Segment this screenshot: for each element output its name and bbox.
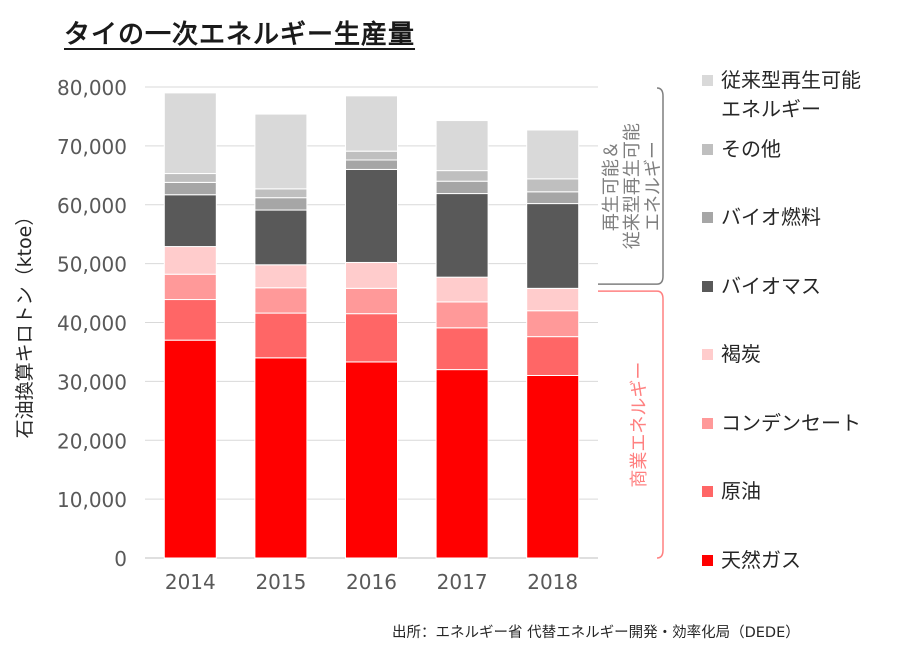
bar-segment	[254, 312, 308, 359]
y-tick-label: 30,000	[57, 370, 127, 394]
bar-segment	[163, 92, 217, 175]
legend-swatch	[702, 212, 713, 223]
bar-segment	[345, 261, 398, 289]
bar-segment	[526, 336, 580, 376]
bar-segment	[435, 120, 489, 172]
bar-segment	[435, 301, 489, 329]
source-note: 出所：エネルギー省 代替エネルギー開発・効率化局（DEDE）	[392, 625, 800, 641]
bar-segment	[163, 181, 217, 196]
legend-item: 従来型再生可能 エネルギー	[702, 66, 861, 124]
legend-label: バイオ燃料	[721, 205, 821, 229]
commercial-bracket	[656, 290, 664, 559]
legend-swatch	[702, 555, 713, 566]
bar-segment	[345, 150, 398, 161]
bar-segment	[526, 287, 580, 312]
y-tick-label: 50,000	[57, 253, 127, 277]
legend-swatch	[702, 281, 713, 292]
bar-segment	[163, 194, 217, 248]
annotation-renewable: 再生可能＆従来型再生可能エネルギー	[601, 123, 664, 249]
bar-segment	[345, 313, 398, 363]
y-tick-label: 70,000	[57, 135, 127, 159]
y-axis-label: 石油換算キロトン（ktoe）	[14, 207, 36, 439]
bar-segment	[435, 327, 489, 371]
bar-segment	[345, 287, 398, 315]
bar-segment	[163, 173, 217, 183]
bar-segment	[435, 193, 489, 278]
bar-segment	[163, 273, 217, 301]
legend-item: 褐炭	[702, 340, 761, 369]
legend-label: 褐炭	[721, 342, 761, 366]
bar-segment	[254, 113, 308, 190]
x-tick-label: 2014	[165, 570, 216, 594]
legend-item: 原油	[702, 477, 761, 506]
bar-segment	[435, 180, 489, 195]
bar-segment	[163, 299, 217, 341]
annotation-commercial: 商業エネルギー	[629, 362, 650, 488]
bar-segment	[163, 339, 217, 559]
bar-segment	[526, 129, 580, 180]
bar-segment	[345, 361, 398, 559]
x-tick-label: 2016	[346, 570, 397, 594]
bar-segment	[254, 264, 308, 289]
bar-segment	[526, 191, 580, 205]
bar-segment	[254, 209, 308, 266]
bar-segment	[526, 310, 580, 338]
legend-label: 原油	[721, 479, 761, 503]
y-tick-label: 10,000	[57, 488, 127, 512]
legend-swatch	[702, 75, 713, 86]
bar-segment	[163, 246, 217, 275]
bar-segment	[345, 159, 398, 170]
chart-title: タイの一次エネルギー生産量	[64, 20, 416, 50]
legend-item: コンデンセート	[702, 409, 861, 438]
bar-segment	[526, 178, 580, 193]
bar-segment	[435, 276, 489, 303]
x-tick-label: 2017	[437, 570, 488, 594]
bar-segment	[526, 203, 580, 289]
bar-segment	[254, 287, 308, 314]
legend-label: その他	[721, 137, 781, 161]
bar-segment	[435, 170, 489, 182]
legend-swatch	[702, 486, 713, 497]
bar-segment	[254, 188, 308, 199]
x-tick-label: 2018	[527, 570, 578, 594]
legend-swatch	[702, 349, 713, 360]
legend-item: バイオマス	[702, 272, 821, 301]
legend-item: バイオ燃料	[702, 203, 821, 232]
legend-label: 従来型再生可能 エネルギー	[721, 68, 861, 121]
bar-segment	[345, 95, 398, 152]
y-tick-label: 40,000	[57, 312, 127, 336]
renewable-bracket	[656, 87, 664, 285]
y-tick-label: 80,000	[57, 76, 127, 100]
x-tick-label: 2015	[255, 570, 306, 594]
bar-segment	[254, 197, 308, 211]
legend-swatch	[702, 144, 713, 155]
legend-swatch	[702, 418, 713, 429]
legend-item: その他	[702, 135, 781, 164]
legend-label: コンデンセート	[721, 411, 861, 435]
y-tick-label: 0	[114, 547, 127, 571]
legend-item: 天然ガス	[702, 546, 801, 575]
bar-segment	[345, 168, 398, 263]
legend-label: 天然ガス	[721, 548, 801, 572]
bar-segment	[254, 357, 308, 559]
y-tick-label: 20,000	[57, 429, 127, 453]
bar-segment	[435, 369, 489, 559]
bar-segment	[526, 374, 580, 559]
y-tick-label: 60,000	[57, 194, 127, 218]
legend-label: バイオマス	[721, 274, 821, 298]
